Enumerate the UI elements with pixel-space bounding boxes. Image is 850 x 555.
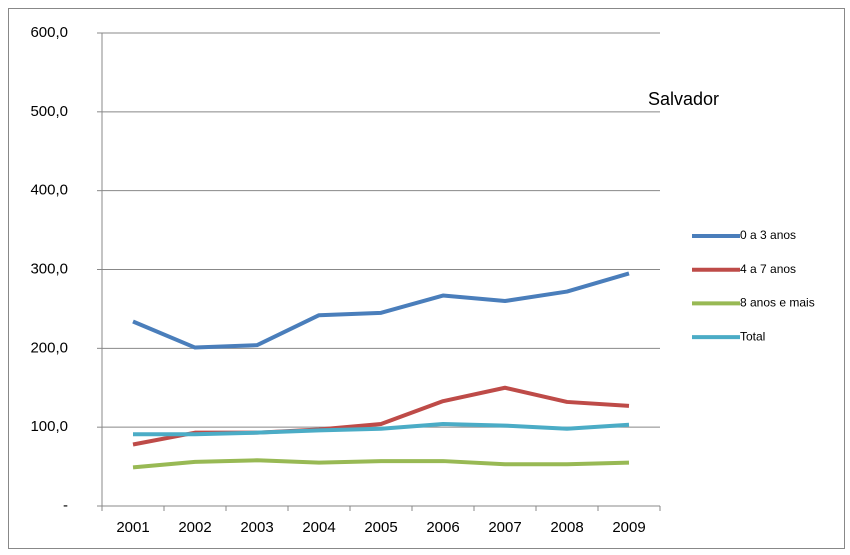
y-tick-label: 600,0 — [30, 24, 68, 41]
legend-label: 8 anos e mais — [740, 296, 815, 310]
x-tick-label: 2004 — [302, 519, 335, 536]
legend-label: 0 a 3 anos — [740, 228, 796, 242]
y-tick-label: 400,0 — [30, 182, 68, 199]
legend-label: Total — [740, 329, 765, 343]
x-tick-label: 2001 — [116, 519, 149, 536]
y-tick-label: 500,0 — [30, 103, 68, 120]
series-line — [133, 422, 630, 437]
series-line — [132, 271, 630, 350]
chart-title: Salvador — [648, 89, 719, 109]
chart-border — [8, 8, 845, 549]
y-tick-label: - — [63, 497, 68, 514]
x-tick-label: 2005 — [364, 519, 397, 536]
legend-label: 4 a 7 anos — [740, 262, 796, 276]
x-tick-label: 2009 — [612, 519, 645, 536]
x-tick-label: 2006 — [426, 519, 459, 536]
y-tick-label: 200,0 — [30, 339, 68, 356]
y-tick-label: 100,0 — [30, 418, 68, 435]
x-tick-label: 2007 — [488, 519, 521, 536]
series-line — [132, 458, 630, 470]
x-tick-label: 2002 — [178, 519, 211, 536]
x-tick-label: 2008 — [550, 519, 583, 536]
y-tick-label: 300,0 — [30, 260, 68, 277]
x-tick-label: 2003 — [240, 519, 273, 536]
